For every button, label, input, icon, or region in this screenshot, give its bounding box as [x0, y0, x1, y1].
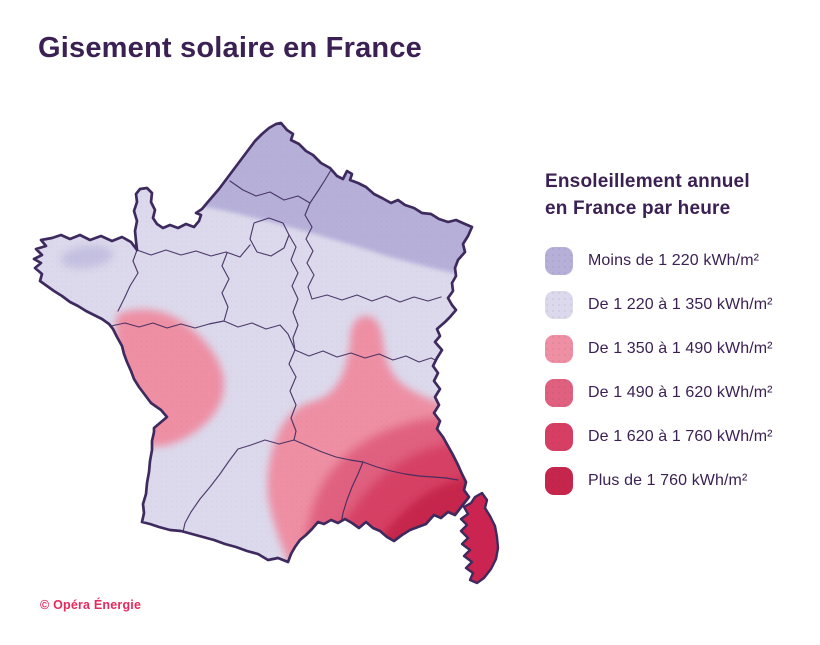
page-title: Gisement solaire en France — [38, 32, 422, 64]
halftone-texture — [34, 123, 472, 562]
legend-item: De 1 490 à 1 620 kWh/m² — [545, 379, 810, 407]
map-color-zones — [34, 123, 472, 562]
france-outline — [32, 121, 474, 564]
legend-item: De 1 350 à 1 490 kWh/m² — [545, 335, 810, 363]
copyright-credit: © Opéra Énergie — [40, 598, 142, 612]
legend-label: De 1 490 à 1 620 kWh/m² — [588, 384, 773, 401]
legend-swatch-plus-1760 — [545, 467, 573, 495]
legend-title-line2: en France par heure — [545, 198, 731, 219]
legend-label: De 1 350 à 1 490 kWh/m² — [588, 340, 773, 357]
legend-item: De 1 620 à 1 760 kWh/m² — [545, 423, 810, 451]
legend-label: De 1 220 à 1 350 kWh/m² — [588, 296, 773, 313]
legend-swatch-1220-1350 — [545, 291, 573, 319]
france-solar-map — [25, 110, 525, 590]
france-map-svg — [32, 121, 500, 585]
legend-swatch-1490-1620 — [545, 379, 573, 407]
legend-title-line1: Ensoleillement annuel — [545, 171, 750, 192]
legend-item: Plus de 1 760 kWh/m² — [545, 467, 810, 495]
legend-label: Moins de 1 220 kWh/m² — [588, 252, 760, 269]
legend-items: Moins de 1 220 kWh/m² De 1 220 à 1 350 k… — [545, 247, 810, 495]
legend-swatch-moins-1220 — [545, 247, 573, 275]
legend-swatch-1620-1760 — [545, 423, 573, 451]
legend-item: De 1 220 à 1 350 kWh/m² — [545, 291, 810, 319]
region-borders — [110, 164, 459, 533]
legend-label: Plus de 1 760 kWh/m² — [588, 472, 748, 489]
corsica-texture — [461, 493, 498, 583]
legend-label: De 1 620 à 1 760 kWh/m² — [588, 428, 773, 445]
legend-item: Moins de 1 220 kWh/m² — [545, 247, 810, 275]
legend-swatch-1350-1490 — [545, 335, 573, 363]
legend-title: Ensoleillement annuel en France par heur… — [545, 168, 810, 222]
legend: Ensoleillement annuel en France par heur… — [545, 168, 810, 495]
